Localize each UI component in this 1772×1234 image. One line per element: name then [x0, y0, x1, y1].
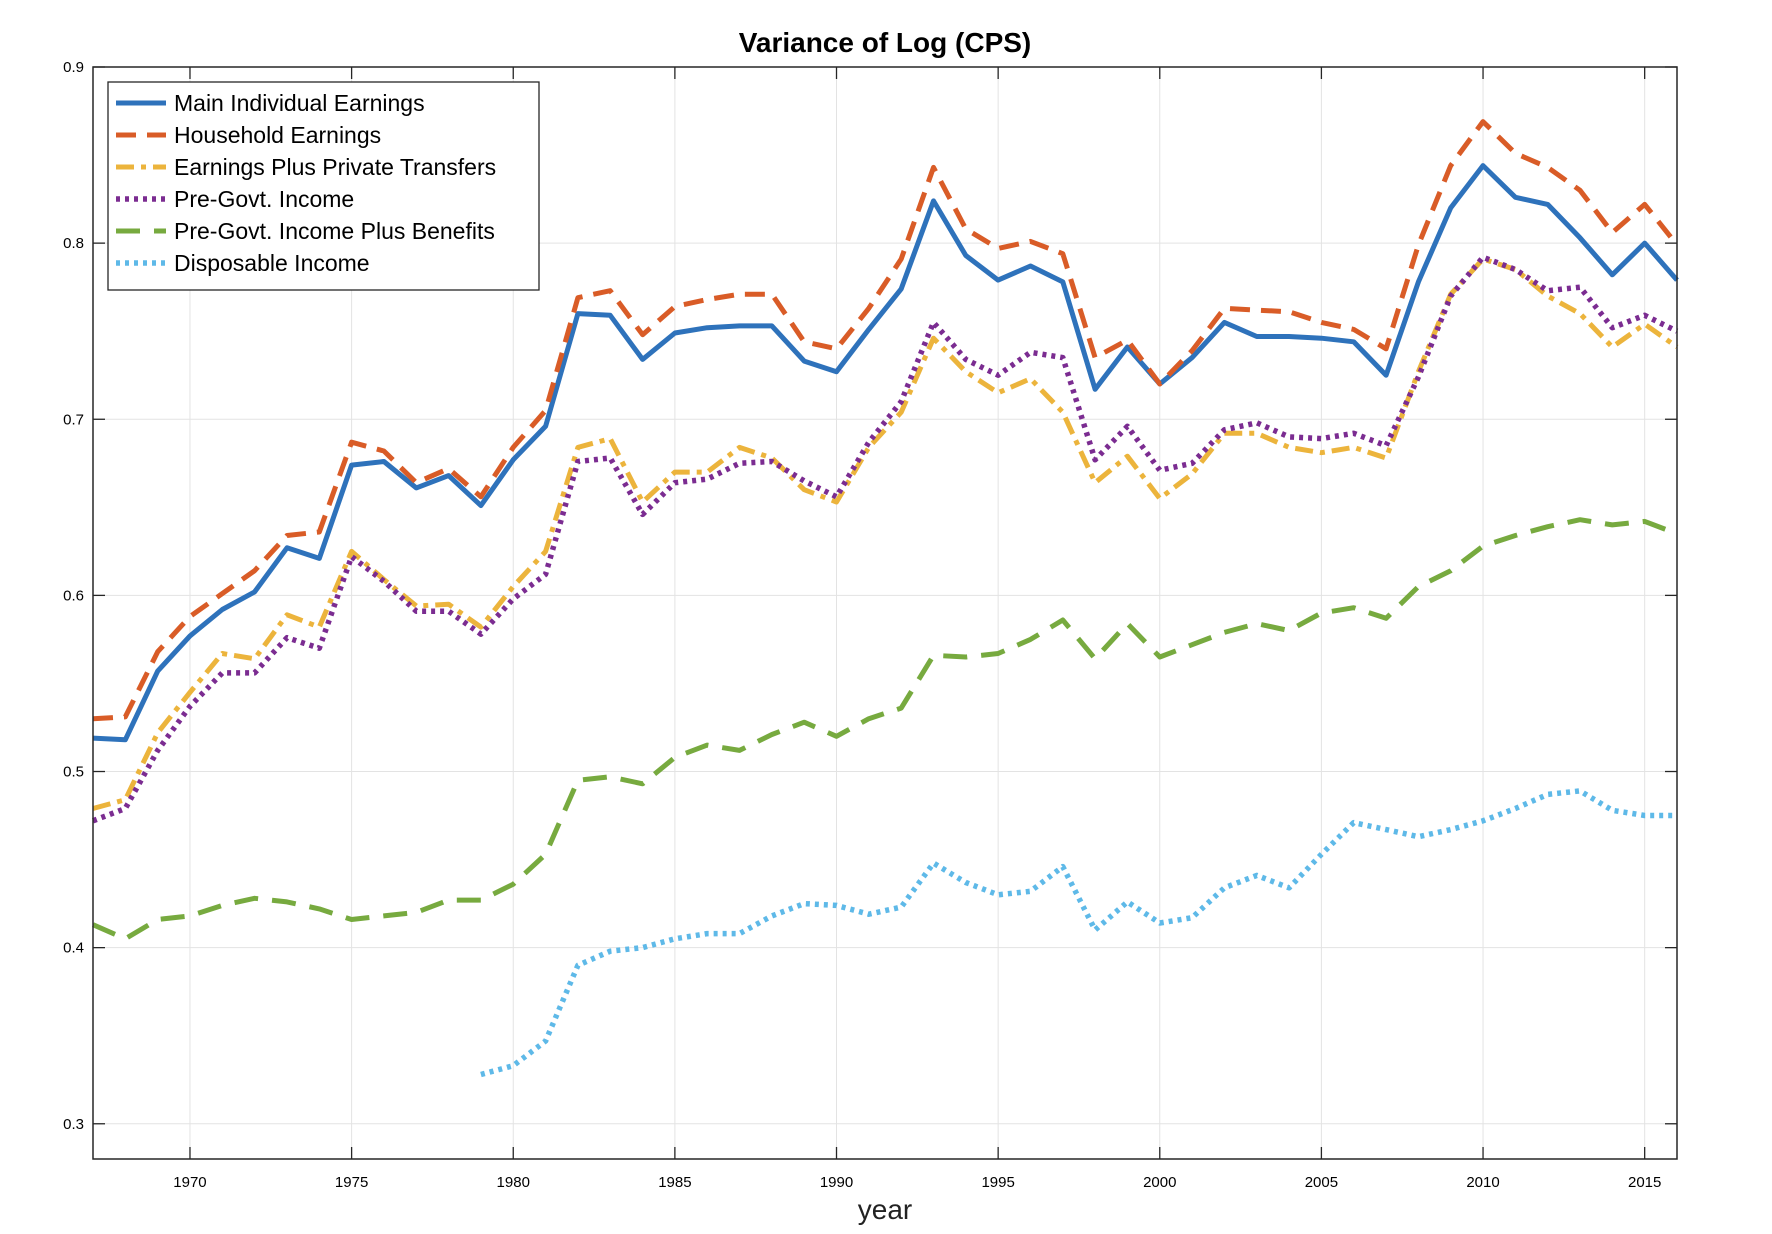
- series-lines: [91, 119, 1679, 1078]
- x-tick-label: 1980: [497, 1174, 530, 1191]
- legend-label-3: Pre-Govt. Income: [174, 186, 354, 212]
- series-line-2: [92, 256, 1679, 811]
- x-tick-label: 1970: [173, 1174, 206, 1191]
- x-tick-label: 2005: [1305, 1174, 1338, 1191]
- y-tick-label: 0.5: [63, 764, 84, 781]
- series-line-0: [92, 163, 1679, 743]
- legend-label-1: Household Earnings: [174, 122, 381, 148]
- axis-ticks: 1970 1975 1980 1985 1990 1995 2000 2005 2010 2015…: [63, 59, 1677, 1191]
- series-line-3: [92, 254, 1679, 824]
- x-tick-label: 1995: [981, 1174, 1014, 1191]
- series-line-4: [91, 517, 1678, 942]
- x-axis-label: year: [858, 1194, 912, 1225]
- y-tick-label: 0.6: [63, 587, 84, 604]
- legend-label-4: Pre-Govt. Income Plus Benefits: [174, 218, 495, 244]
- legend: Main Individual Earnings Household Earnin…: [107, 81, 540, 291]
- x-tick-label: 1985: [658, 1174, 691, 1191]
- series-line-5: [480, 788, 1677, 1078]
- legend-label-0: Main Individual Earnings: [174, 90, 425, 116]
- y-tick-label: 0.7: [63, 411, 84, 428]
- y-tick-label: 0.3: [63, 1116, 84, 1133]
- x-tick-label: 1975: [335, 1174, 368, 1191]
- plot-frame: [92, 66, 1678, 1160]
- series-line-1: [92, 119, 1679, 722]
- x-tick-label: 2010: [1466, 1174, 1499, 1191]
- x-tick-label: 2000: [1143, 1174, 1176, 1191]
- x-tick-label: 1990: [820, 1174, 853, 1191]
- y-tick-label: 0.8: [63, 235, 84, 252]
- legend-label-2: Earnings Plus Private Transfers: [174, 154, 496, 180]
- x-tick-label: 2015: [1628, 1174, 1661, 1191]
- chart-title: Variance of Log (CPS): [739, 27, 1032, 58]
- legend-box: [107, 81, 540, 291]
- legend-label-5: Disposable Income: [174, 250, 370, 276]
- y-tick-label: 0.4: [63, 940, 84, 957]
- y-tick-label: 0.9: [63, 59, 84, 76]
